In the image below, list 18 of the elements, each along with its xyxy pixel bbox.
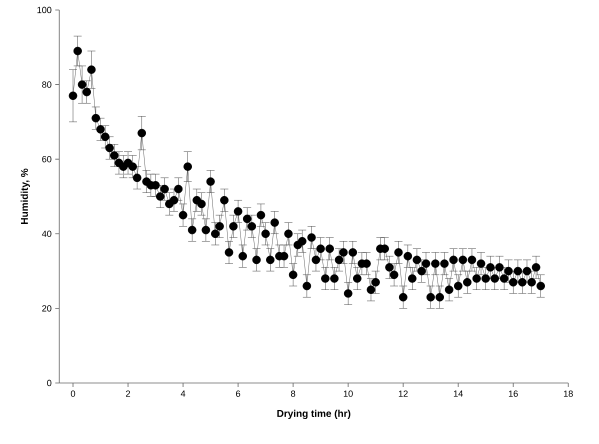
y-tick-label: 20 [42,305,52,312]
x-tick-label: 18 [564,390,573,397]
y-tick-label: 80 [42,81,52,88]
x-tick-label: 12 [398,390,408,397]
x-tick-label: 4 [180,390,186,397]
x-tick-label: 6 [236,390,240,397]
y-tick-label: 100 [37,6,52,14]
x-tick-label: 14 [454,390,463,397]
y-tick-label: 0 [47,380,52,386]
y-tick-label: 40 [42,230,52,237]
x-tick-label: 16 [508,390,518,397]
x-tick-label: 0 [70,390,76,397]
y-axis-title: Humidity, % [20,168,30,224]
x-tick-label: 10 [344,390,353,397]
y-tick-label: 60 [42,156,52,162]
x-axis-title: Drying time (hr) [277,410,350,420]
x-tick-label: 8 [291,390,296,397]
x-tick-label: 2 [126,390,130,397]
